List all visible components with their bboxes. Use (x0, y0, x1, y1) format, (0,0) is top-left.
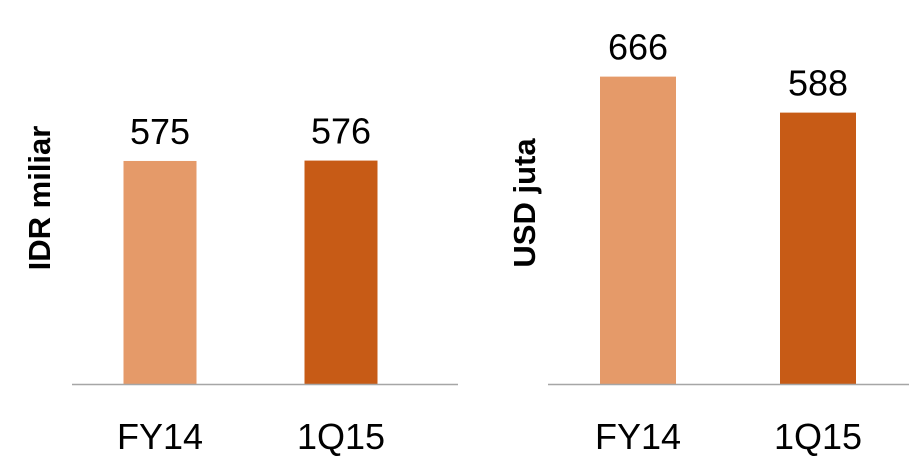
x-tick-label: FY14 (117, 416, 203, 456)
bar-1q15 (780, 112, 856, 384)
chart-2: 666 FY14 588 1Q15 USD juta (507, 27, 909, 456)
data-label: 576 (311, 111, 371, 152)
x-tick-label: 1Q15 (774, 416, 862, 456)
chart-1: 575 FY14 576 1Q15 IDR miliar (22, 111, 458, 456)
x-tick-label: FY14 (595, 416, 681, 456)
data-label: 666 (608, 27, 668, 68)
data-label: 588 (788, 63, 848, 104)
bar-1q15 (304, 160, 378, 384)
data-label: 575 (130, 111, 190, 152)
y-axis-label: IDR miliar (22, 126, 57, 271)
bar-fy14 (123, 160, 197, 384)
y-axis-label: USD juta (507, 138, 542, 268)
bar-fy14 (600, 76, 676, 384)
x-tick-label: 1Q15 (297, 416, 385, 456)
